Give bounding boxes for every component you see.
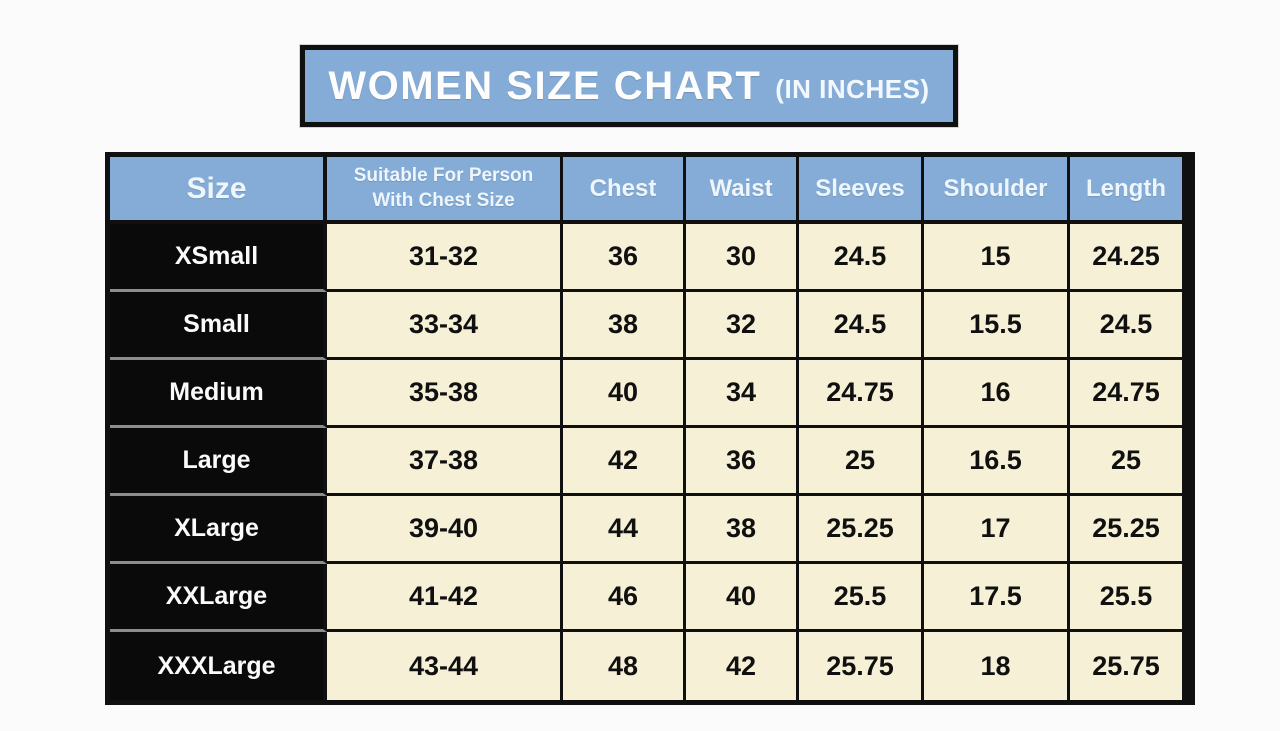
cell-medium-shoulder: 16	[924, 360, 1070, 428]
cell-xxlarge-length: 25.5	[1070, 564, 1182, 632]
header-cell-suitable-chest: Suitable For Person With Chest Size	[327, 157, 563, 224]
row-label-xsmall: XSmall	[110, 224, 327, 292]
header-cell-size: Size	[110, 157, 327, 224]
cell-xlarge-sleeves: 25.25	[799, 496, 924, 564]
cell-small-length: 24.5	[1070, 292, 1182, 360]
cell-xsmall-length: 24.25	[1070, 224, 1182, 292]
cell-small-suitable-chest: 33-34	[327, 292, 563, 360]
cell-small-chest: 38	[563, 292, 686, 360]
cell-xlarge-waist: 38	[686, 496, 799, 564]
cell-large-shoulder: 16.5	[924, 428, 1070, 496]
row-label-xxlarge: XXLarge	[110, 564, 327, 632]
row-label-small: Small	[110, 292, 327, 360]
size-table: Size Suitable For Person With Chest Size C…	[105, 152, 1195, 705]
cell-xsmall-sleeves: 24.5	[799, 224, 924, 292]
cell-xxlarge-suitable-chest: 41-42	[327, 564, 563, 632]
cell-medium-waist: 34	[686, 360, 799, 428]
cell-small-waist: 32	[686, 292, 799, 360]
cell-xxxlarge-waist: 42	[686, 632, 799, 700]
cell-xxxlarge-shoulder: 18	[924, 632, 1070, 700]
cell-medium-chest: 40	[563, 360, 686, 428]
cell-xxlarge-chest: 46	[563, 564, 686, 632]
cell-xxxlarge-chest: 48	[563, 632, 686, 700]
cell-medium-suitable-chest: 35-38	[327, 360, 563, 428]
header-cell-waist: Waist	[686, 157, 799, 224]
cell-xxlarge-waist: 40	[686, 564, 799, 632]
header-cell-sleeves: Sleeves	[799, 157, 924, 224]
cell-xsmall-waist: 30	[686, 224, 799, 292]
cell-xxxlarge-length: 25.75	[1070, 632, 1182, 700]
chart-title: WOMEN SIZE CHART	[328, 63, 762, 108]
row-label-xxxlarge: XXXLarge	[110, 632, 327, 700]
cell-xlarge-length: 25.25	[1070, 496, 1182, 564]
cell-xsmall-shoulder: 15	[924, 224, 1070, 292]
cell-large-suitable-chest: 37-38	[327, 428, 563, 496]
cell-xlarge-suitable-chest: 39-40	[327, 496, 563, 564]
cell-medium-sleeves: 24.75	[799, 360, 924, 428]
cell-large-length: 25	[1070, 428, 1182, 496]
chart-title-unit: (IN INCHES)	[775, 73, 930, 104]
cell-large-chest: 42	[563, 428, 686, 496]
cell-xsmall-chest: 36	[563, 224, 686, 292]
row-label-xlarge: XLarge	[110, 496, 327, 564]
cell-large-waist: 36	[686, 428, 799, 496]
cell-small-shoulder: 15.5	[924, 292, 1070, 360]
row-label-medium: Medium	[110, 360, 327, 428]
cell-xxlarge-shoulder: 17.5	[924, 564, 1070, 632]
cell-xsmall-suitable-chest: 31-32	[327, 224, 563, 292]
header-cell-chest: Chest	[563, 157, 686, 224]
chart-title-bar: WOMEN SIZE CHART (IN INCHES)	[300, 45, 958, 127]
cell-xxxlarge-sleeves: 25.75	[799, 632, 924, 700]
cell-xxlarge-sleeves: 25.5	[799, 564, 924, 632]
cell-medium-length: 24.75	[1070, 360, 1182, 428]
row-label-large: Large	[110, 428, 327, 496]
header-cell-shoulder: Shoulder	[924, 157, 1070, 224]
cell-large-sleeves: 25	[799, 428, 924, 496]
cell-xlarge-chest: 44	[563, 496, 686, 564]
cell-xxxlarge-suitable-chest: 43-44	[327, 632, 563, 700]
cell-small-sleeves: 24.5	[799, 292, 924, 360]
header-cell-length: Length	[1070, 157, 1182, 224]
cell-xlarge-shoulder: 17	[924, 496, 1070, 564]
